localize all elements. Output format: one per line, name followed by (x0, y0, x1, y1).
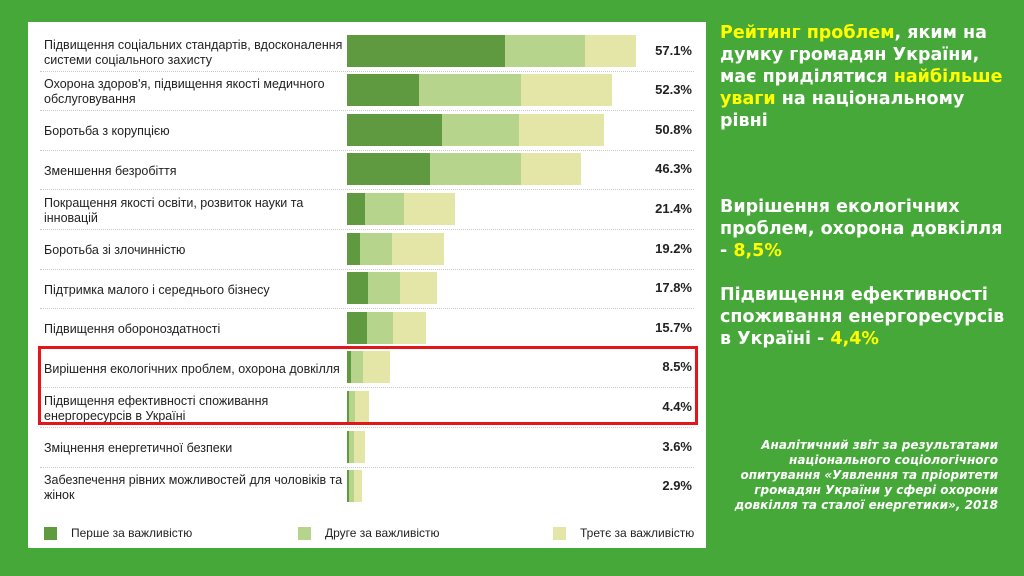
bar-segment (404, 192, 456, 225)
category-label: Підвищення обороноздатності (44, 322, 221, 337)
text-run: Підвищення ефективності споживання енерг… (720, 285, 1005, 349)
bar-segment (520, 74, 612, 107)
total-label: 8.5% (662, 359, 692, 375)
category-label: Підвищення ефективності споживання енерг… (44, 393, 269, 423)
text-run: Вирішення екологічних проблем, охорона д… (720, 197, 1003, 261)
category-label: Підвищення соціальних стандартів, вдоско… (44, 37, 343, 67)
category-label: Боротьба зі злочинністю (44, 243, 186, 257)
bar-segment (347, 351, 352, 384)
total-label: 3.6% (662, 438, 692, 454)
row-separator (40, 149, 694, 151)
bar-segment (347, 311, 368, 344)
total-label: 52.3% (655, 82, 692, 98)
bar-segment (392, 232, 445, 265)
total-label: 57.1% (655, 42, 692, 58)
bar-segment (430, 153, 522, 186)
legend-swatch (298, 526, 311, 540)
legend-swatch (553, 526, 566, 540)
legend-label: Третє за важливістю (580, 526, 695, 540)
total-label: 50.8% (655, 121, 692, 137)
row-separator (40, 308, 694, 310)
chart-panel: Підвищення соціальних стандартів, вдоско… (28, 22, 706, 548)
bar-segment (368, 272, 401, 305)
bar-segment (365, 192, 405, 225)
bar-segment (347, 192, 366, 225)
bar-segment (393, 311, 427, 344)
text-run: 8,5% (733, 241, 782, 261)
bar-segment (347, 74, 420, 107)
category-label: Покращення якості освіти, розвиток науки… (44, 195, 304, 225)
row-separator (40, 189, 694, 191)
bar-segment (351, 351, 364, 384)
row-separator (40, 229, 694, 230)
text-run: Рейтинг проблем (720, 23, 895, 43)
bar-segment (347, 470, 350, 503)
bar-segment (363, 351, 390, 384)
legend-item: Перше за важливістю (44, 526, 192, 540)
legend-swatch (44, 526, 57, 540)
bar-segment (347, 390, 350, 423)
item-ecology: Вирішення екологічних проблем, охорона д… (720, 196, 1010, 262)
bar-segment (400, 272, 438, 305)
bar-segment (347, 113, 443, 146)
legend-item: Друге за важливістю (298, 526, 439, 540)
legend-label: Друге за важливістю (325, 526, 440, 540)
category-label: Боротьба з корупцією (44, 124, 170, 139)
row-separator (40, 70, 694, 72)
bar-segment (584, 34, 636, 67)
total-label: 15.7% (655, 319, 692, 335)
category-label: Підтримка малого і середнього бізнесу (44, 282, 270, 297)
bar-segment (349, 470, 354, 503)
text-run: на національному рівні (720, 89, 965, 131)
row-separator (40, 110, 694, 112)
total-label: 19.2% (655, 240, 692, 256)
legend-label: Перше за важливістю (71, 526, 193, 540)
row-separator (40, 466, 694, 468)
total-label: 46.3% (655, 161, 692, 177)
bar-segment (519, 113, 605, 146)
category-label: Забезпечення рівних можливостей для чоло… (44, 473, 343, 503)
item-energy: Підвищення ефективності споживання енерг… (720, 284, 1010, 350)
total-label: 17.8% (655, 280, 692, 296)
text-run: 4,4% (830, 329, 879, 349)
heading: Рейтинг проблем, яким на думку громадян … (720, 22, 1010, 132)
category-label: Зміцнення енергетичної безпеки (44, 441, 233, 455)
bar-segment (354, 430, 366, 463)
bar-segment (367, 311, 394, 344)
total-label: 21.4% (655, 200, 692, 216)
category-label: Зменшення безробіття (44, 163, 177, 178)
text-run: , яким на думку громадян України, має пр… (720, 23, 987, 87)
row-separator (40, 268, 694, 270)
bar-segment (349, 430, 355, 463)
bar-segment (347, 153, 430, 186)
text-run: найбільше уваги (720, 67, 1003, 109)
source-note: Аналітичний звіт за результатами націона… (734, 438, 998, 512)
row-separator (40, 427, 694, 428)
bar-segment (355, 390, 370, 423)
bar-segment (442, 113, 520, 146)
highlight-box (38, 345, 698, 425)
category-label: Охорона здоров'я, підвищення якості меди… (44, 77, 325, 107)
row-separator (40, 387, 694, 389)
total-label: 2.9% (662, 478, 692, 494)
bar-segment (360, 232, 393, 265)
bar-segment (347, 34, 505, 67)
bar-segment (347, 430, 350, 463)
bar-segment (419, 74, 521, 107)
total-label: 4.4% (662, 398, 692, 414)
legend-item: Третє за важливістю (553, 526, 694, 540)
bar-segment (521, 153, 582, 186)
bar-segment (504, 34, 585, 67)
bar-segment (349, 390, 356, 423)
bar-segment (353, 470, 362, 503)
bar-segment (347, 232, 361, 265)
category-label: Вирішення екологічних проблем, охорона д… (44, 361, 340, 376)
bar-segment (347, 272, 369, 305)
